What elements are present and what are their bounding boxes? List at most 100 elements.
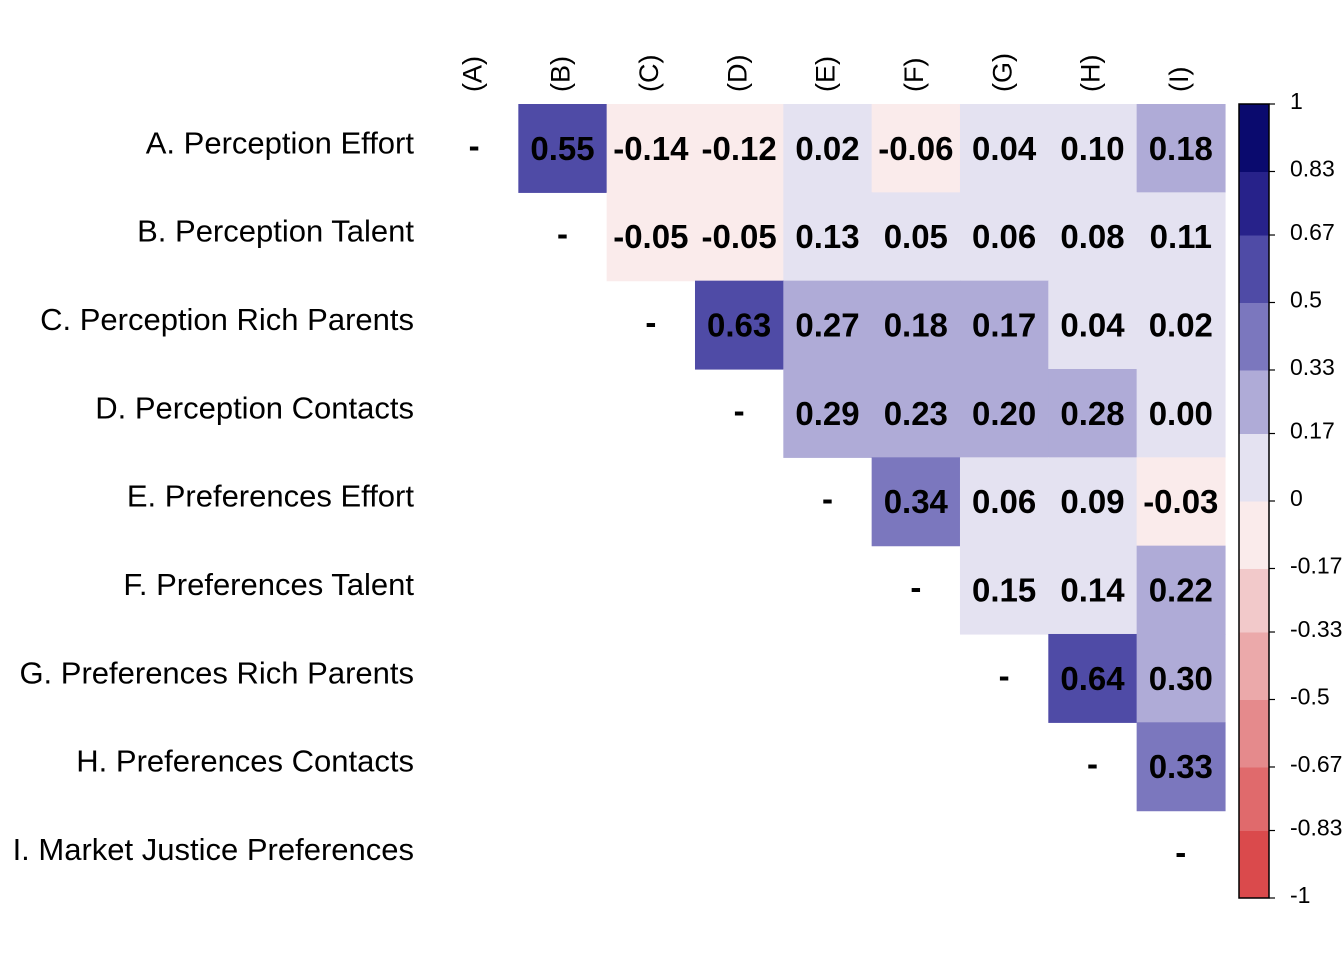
diagonal-marker: -: [734, 392, 745, 429]
legend-tick-label: 0.17: [1290, 418, 1335, 444]
legend-tick-label: 0.67: [1290, 219, 1335, 245]
heatmap-cells: [518, 104, 1226, 812]
row-label: D. Perception Contacts: [95, 390, 414, 425]
legend-tick-label: -0.33: [1290, 616, 1342, 642]
heatmap-cell: [694, 280, 784, 370]
heatmap-cell: [1136, 368, 1226, 458]
legend-tick-label: -0.17: [1290, 553, 1342, 579]
heatmap-cell: [871, 457, 961, 547]
diagonal-marker: -: [1175, 834, 1186, 871]
column-label: (F): [899, 58, 929, 92]
heatmap-cell: [871, 280, 961, 370]
legend-swatch: [1239, 830, 1269, 899]
diagonal-marker: -: [822, 480, 833, 517]
cell-value-label: -0.12: [702, 130, 777, 167]
color-legend: 1 0.83 0.67 0.5 0.33 0.17 0 -0.17 -0.33 -0.5 -0.67…: [1238, 88, 1342, 908]
column-label: (I): [1164, 67, 1194, 92]
legend-tick-label: -0.67: [1290, 751, 1342, 777]
column-label: (H): [1076, 55, 1106, 92]
heatmap-cell: [783, 280, 873, 370]
cell-value-label: -0.05: [702, 218, 777, 255]
heatmap-cell: [871, 104, 961, 193]
heatmap-cell: [783, 368, 873, 458]
cell-value-label: -0.03: [1143, 483, 1218, 520]
cell-value-label: 0.17: [972, 307, 1036, 344]
legend-swatch: [1239, 302, 1269, 371]
cell-value-label: 0.55: [530, 130, 594, 167]
cell-value-label: -0.05: [613, 218, 688, 255]
cell-value-label: -0.06: [878, 130, 953, 167]
legend-swatch: [1239, 699, 1269, 768]
heatmap-cell: [1136, 545, 1226, 635]
heatmap-cell: [783, 104, 873, 193]
diagonal-marker: -: [645, 304, 656, 341]
cell-value-label: 0.34: [884, 483, 949, 520]
row-label: G. Preferences Rich Parents: [19, 655, 414, 690]
legend-swatch: [1239, 104, 1269, 172]
row-label: C. Perception Rich Parents: [40, 302, 414, 337]
cell-value-label: 0.20: [972, 395, 1036, 432]
heatmap-cell: [1136, 280, 1226, 370]
legend-tick-label: -0.5: [1290, 684, 1330, 710]
heatmap-cell: [871, 192, 961, 282]
row-label: H. Preferences Contacts: [76, 744, 414, 779]
cell-value-label: 0.11: [1150, 218, 1212, 255]
cell-value-label: 0.08: [1060, 218, 1124, 255]
diagonal-marker: -: [910, 569, 921, 606]
cell-value-label: 0.63: [707, 307, 771, 344]
legend-tick-label: 0.83: [1290, 156, 1335, 182]
cell-value-label: 0.29: [795, 395, 859, 432]
row-label: E. Preferences Effort: [127, 479, 415, 514]
cell-value-label: 0.28: [1060, 395, 1124, 432]
heatmap-cell: [1136, 722, 1226, 812]
heatmap-cell: [606, 192, 696, 282]
row-label: I. Market Justice Preferences: [13, 832, 414, 867]
heatmap-cell: [959, 192, 1049, 282]
diagonal-marker: -: [557, 215, 568, 252]
heatmap-cell: [1136, 104, 1226, 193]
heatmap-cell: [694, 192, 784, 282]
cell-value-label: 0.18: [884, 307, 948, 344]
cell-value-label: 0.15: [972, 572, 1036, 609]
cell-value-label: 0.09: [1060, 483, 1124, 520]
row-labels: A. Perception Effort B. Perception Talent…: [13, 125, 415, 867]
cell-value-label: 0.04: [1060, 307, 1125, 344]
heatmap-cell: [1136, 192, 1226, 282]
cell-value-label: -0.14: [613, 130, 689, 167]
legend-tick-label: -1: [1290, 882, 1310, 908]
heatmap-cell: [871, 368, 961, 458]
legend-tick-label: 1: [1290, 88, 1303, 114]
legend-tick-label: 0.33: [1290, 354, 1335, 380]
legend-swatch: [1239, 433, 1269, 502]
cell-value-label: 0.02: [1149, 307, 1213, 344]
cell-value-label: 0.27: [795, 307, 859, 344]
row-label: A. Perception Effort: [146, 125, 415, 160]
heatmap-cell: [959, 280, 1049, 370]
column-label: (C): [634, 55, 664, 92]
diagonal-marker: -: [999, 657, 1010, 694]
heatmap-cell: [959, 368, 1049, 458]
column-label: (D): [722, 55, 752, 92]
cell-value-label: 0.10: [1060, 130, 1124, 167]
cell-value-label: 0.13: [795, 218, 859, 255]
heatmap-cell: [1048, 633, 1138, 723]
heatmap-cell: [1048, 368, 1138, 458]
cell-value-label: 0.02: [795, 130, 859, 167]
cell-value-label: 0.64: [1060, 660, 1125, 697]
column-label: (A): [457, 56, 487, 92]
column-label: (B): [546, 56, 576, 92]
cell-value-label: 0.04: [972, 130, 1037, 167]
cell-value-label: 0.23: [884, 395, 948, 432]
cell-value-label: 0.14: [1060, 572, 1125, 609]
cell-value-label: 0.06: [972, 483, 1036, 520]
heatmap-cell: [1136, 633, 1226, 723]
legend-tick-label: 0: [1290, 485, 1303, 511]
heatmap-cell: [518, 104, 608, 193]
column-labels: (A) (B) (C) (D) (E) (F) (G) (H) (I): [457, 53, 1194, 92]
legend-swatch: [1239, 235, 1269, 303]
legend-tick-label: -0.83: [1290, 815, 1342, 841]
cell-value-label: 0.00: [1149, 395, 1213, 432]
legend-swatch: [1239, 766, 1269, 832]
heatmap-cell: [1048, 280, 1138, 370]
